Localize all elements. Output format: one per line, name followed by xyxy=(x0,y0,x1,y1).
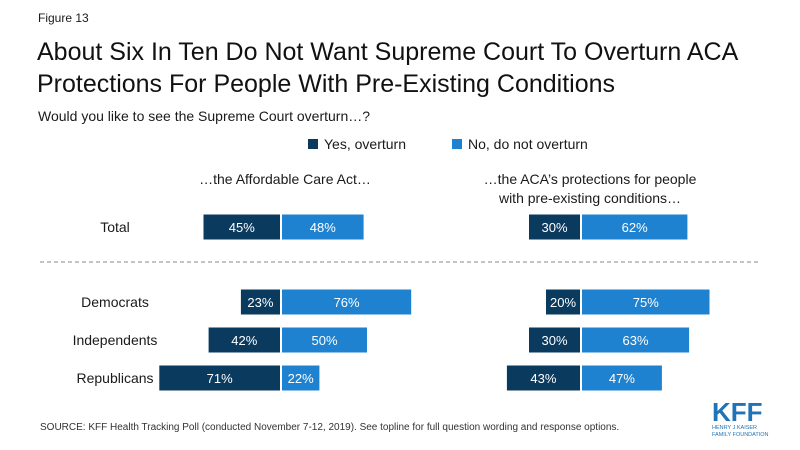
panel-header-protections: …the ACA’s protections for people with p… xyxy=(460,170,720,208)
legend-label-yes: Yes, overturn xyxy=(324,136,406,152)
category-label-total: Total xyxy=(100,219,130,235)
panel-1-total-no-bar xyxy=(282,214,364,240)
panel-header-protections-line-2: with pre-existing conditions… xyxy=(498,190,682,206)
chart-title-line-1: About Six In Ten Do Not Want Supreme Cou… xyxy=(37,38,739,66)
kff-logo-sub2: FAMILY FOUNDATION xyxy=(712,432,769,438)
panel-2-democrats-yes-bar xyxy=(546,289,580,315)
panel-header-protections-line-1: …the ACA’s protections for people xyxy=(483,171,697,187)
category-label-independents: Independents xyxy=(73,332,158,348)
panel-1-democrats-yes-bar xyxy=(240,289,280,315)
panel-2-total-no-bar xyxy=(582,214,688,240)
panel-2-total-yes-label: 30% xyxy=(541,220,567,235)
panel-1-republicans-no-bar xyxy=(282,365,320,391)
legend-item-yes: Yes, overturn xyxy=(308,136,406,152)
legend-item-no: No, do not overturn xyxy=(452,136,588,152)
panel-1-democrats-no-bar xyxy=(282,289,412,315)
panel-1-republicans-no-label: 22% xyxy=(288,371,314,386)
panel-1-republicans-yes-bar xyxy=(159,365,280,391)
kff-logo-sub1: HENRY J KAISER xyxy=(712,425,757,431)
legend-swatch-no xyxy=(452,139,462,149)
panel-2-independents-yes-bar xyxy=(529,327,580,353)
panel-2-democrats-no-bar xyxy=(582,289,710,315)
panel-2-democrats-yes-label: 20% xyxy=(550,295,576,310)
panel-2-independents-yes-label: 30% xyxy=(541,333,567,348)
chart-subtitle: Would you like to see the Supreme Court … xyxy=(38,108,371,124)
panel-1-total-yes-label: 45% xyxy=(229,220,255,235)
panel-1-independents-no-bar xyxy=(282,327,367,353)
panel-2-total-no-label: 62% xyxy=(622,220,648,235)
kff-logo: KFF HENRY J KAISER FAMILY FOUNDATION xyxy=(712,397,769,438)
panel-header-aca: …the Affordable Care Act… xyxy=(170,170,400,189)
panel-1-independents-yes-bar xyxy=(208,327,280,353)
legend-swatch-yes xyxy=(308,139,318,149)
chart-title: About Six In Ten Do Not Want Supreme Cou… xyxy=(37,36,777,100)
figure-label: Figure 13 xyxy=(38,11,89,25)
panel-2-republicans-yes-label: 43% xyxy=(530,371,556,386)
kff-logo-word: KFF xyxy=(712,397,763,427)
panel-1-democrats-no-label: 76% xyxy=(334,295,360,310)
panel-2-republicans-no-label: 47% xyxy=(609,371,635,386)
panel-1-democrats-yes-label: 23% xyxy=(247,295,273,310)
chart-title-line-2: Protections For People With Pre-Existing… xyxy=(37,70,616,98)
panel-2-republicans-no-bar xyxy=(582,365,662,391)
panel-2-republicans-yes-bar xyxy=(506,365,580,391)
panel-1-independents-no-label: 50% xyxy=(311,333,337,348)
panel-1-total-no-label: 48% xyxy=(310,220,336,235)
panel-2-independents-no-bar xyxy=(582,327,690,353)
legend-label-no: No, do not overturn xyxy=(468,136,588,152)
panel-1-republicans-yes-label: 71% xyxy=(207,371,233,386)
panel-2-independents-no-label: 63% xyxy=(623,333,649,348)
panel-2-total-yes-bar xyxy=(529,214,580,240)
source-note: SOURCE: KFF Health Tracking Poll (conduc… xyxy=(40,422,620,433)
panel-header-aca-line-1: …the Affordable Care Act… xyxy=(199,171,371,187)
panel-1-total-yes-bar xyxy=(203,214,280,240)
legend: Yes, overturn No, do not overturn xyxy=(0,134,800,154)
category-label-republicans: Republicans xyxy=(76,370,153,386)
category-label-democrats: Democrats xyxy=(81,294,149,310)
panel-2-democrats-no-label: 75% xyxy=(633,295,659,310)
panel-1-independents-yes-label: 42% xyxy=(231,333,257,348)
